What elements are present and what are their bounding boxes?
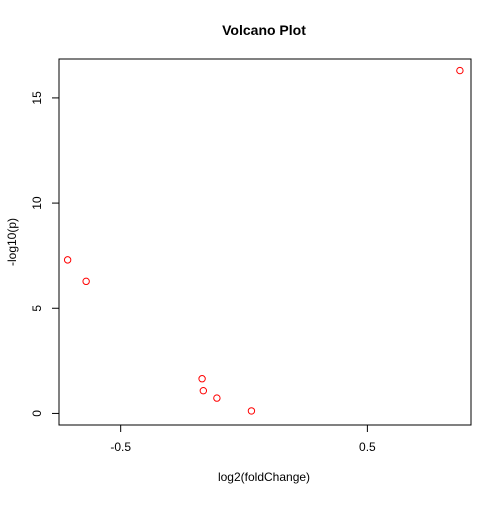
x-tick-label: -0.5 (110, 440, 131, 454)
y-axis-label: -log10(p) (5, 218, 19, 266)
data-point (213, 394, 221, 402)
data-point (456, 66, 464, 75)
y-tick-label: 0 (30, 410, 44, 417)
y-tick-label: 15 (30, 91, 44, 105)
data-point (82, 277, 90, 286)
data-point (198, 375, 206, 383)
y-tick-label: 5 (30, 305, 44, 312)
data-point (63, 256, 72, 264)
data-point (199, 387, 208, 395)
chart-title: Volcano Plot (222, 22, 306, 38)
plot-frame (58, 58, 472, 426)
data-point (247, 407, 256, 415)
y-axis: 0 5 10 15 (30, 91, 60, 417)
data-points (63, 66, 464, 415)
x-axis-label: log2(foldChange) (218, 470, 310, 484)
x-axis: -0.5 0.5 (110, 424, 376, 454)
x-tick-label: 0.5 (359, 440, 376, 454)
y-tick-label: 10 (30, 196, 44, 210)
